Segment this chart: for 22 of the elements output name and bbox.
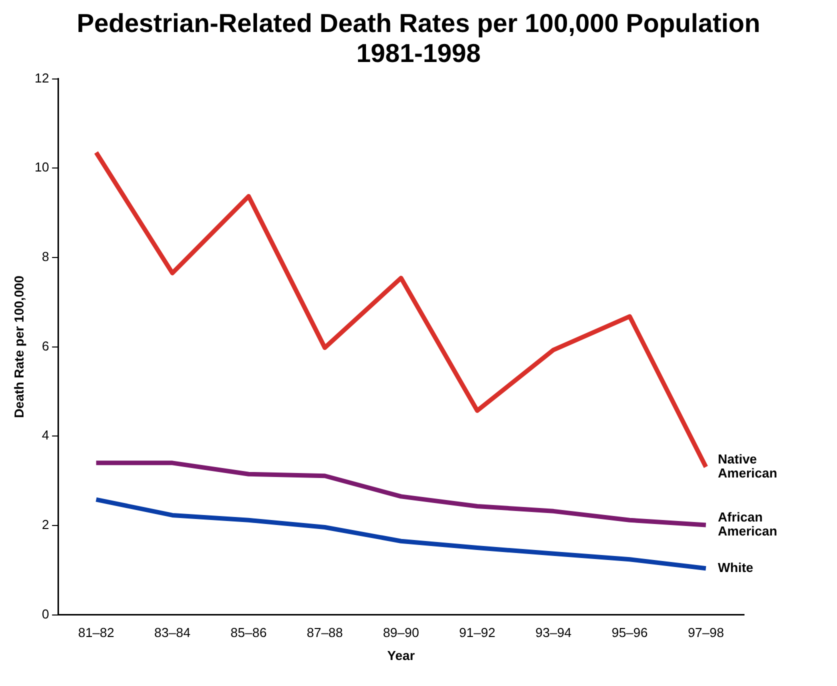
series-label: African American bbox=[718, 510, 778, 539]
y-tick-label: 2 bbox=[42, 517, 50, 532]
series-label: Native American bbox=[718, 452, 778, 481]
x-tick-label: 95–96 bbox=[612, 625, 648, 640]
x-tick-label: 91–92 bbox=[459, 625, 496, 640]
x-tick-label: 83–84 bbox=[154, 625, 190, 640]
series-label: White bbox=[718, 560, 754, 575]
y-tick-label: 4 bbox=[42, 428, 50, 443]
y-axis-title: Death Rate per 100,000 bbox=[11, 276, 26, 418]
y-tick-label: 10 bbox=[34, 160, 50, 175]
x-tick-label: 97–98 bbox=[688, 625, 724, 640]
y-tick-label: 0 bbox=[42, 606, 50, 622]
x-axis-title: Year bbox=[387, 648, 415, 663]
x-tick-label: 89–90 bbox=[382, 625, 420, 640]
chart-title: Pedestrian-Related Death Rates per 100,000 Population 1981-1998 bbox=[76, 8, 762, 68]
x-tick-label: 81–82 bbox=[78, 625, 114, 640]
y-tick-label: 12 bbox=[34, 70, 50, 86]
y-tick-label: 6 bbox=[42, 338, 50, 354]
x-tick-label: 93–94 bbox=[535, 625, 572, 640]
x-tick-label: 87–88 bbox=[306, 625, 343, 640]
x-tick-label: 85–86 bbox=[230, 625, 267, 640]
y-tick-label: 8 bbox=[42, 249, 50, 264]
